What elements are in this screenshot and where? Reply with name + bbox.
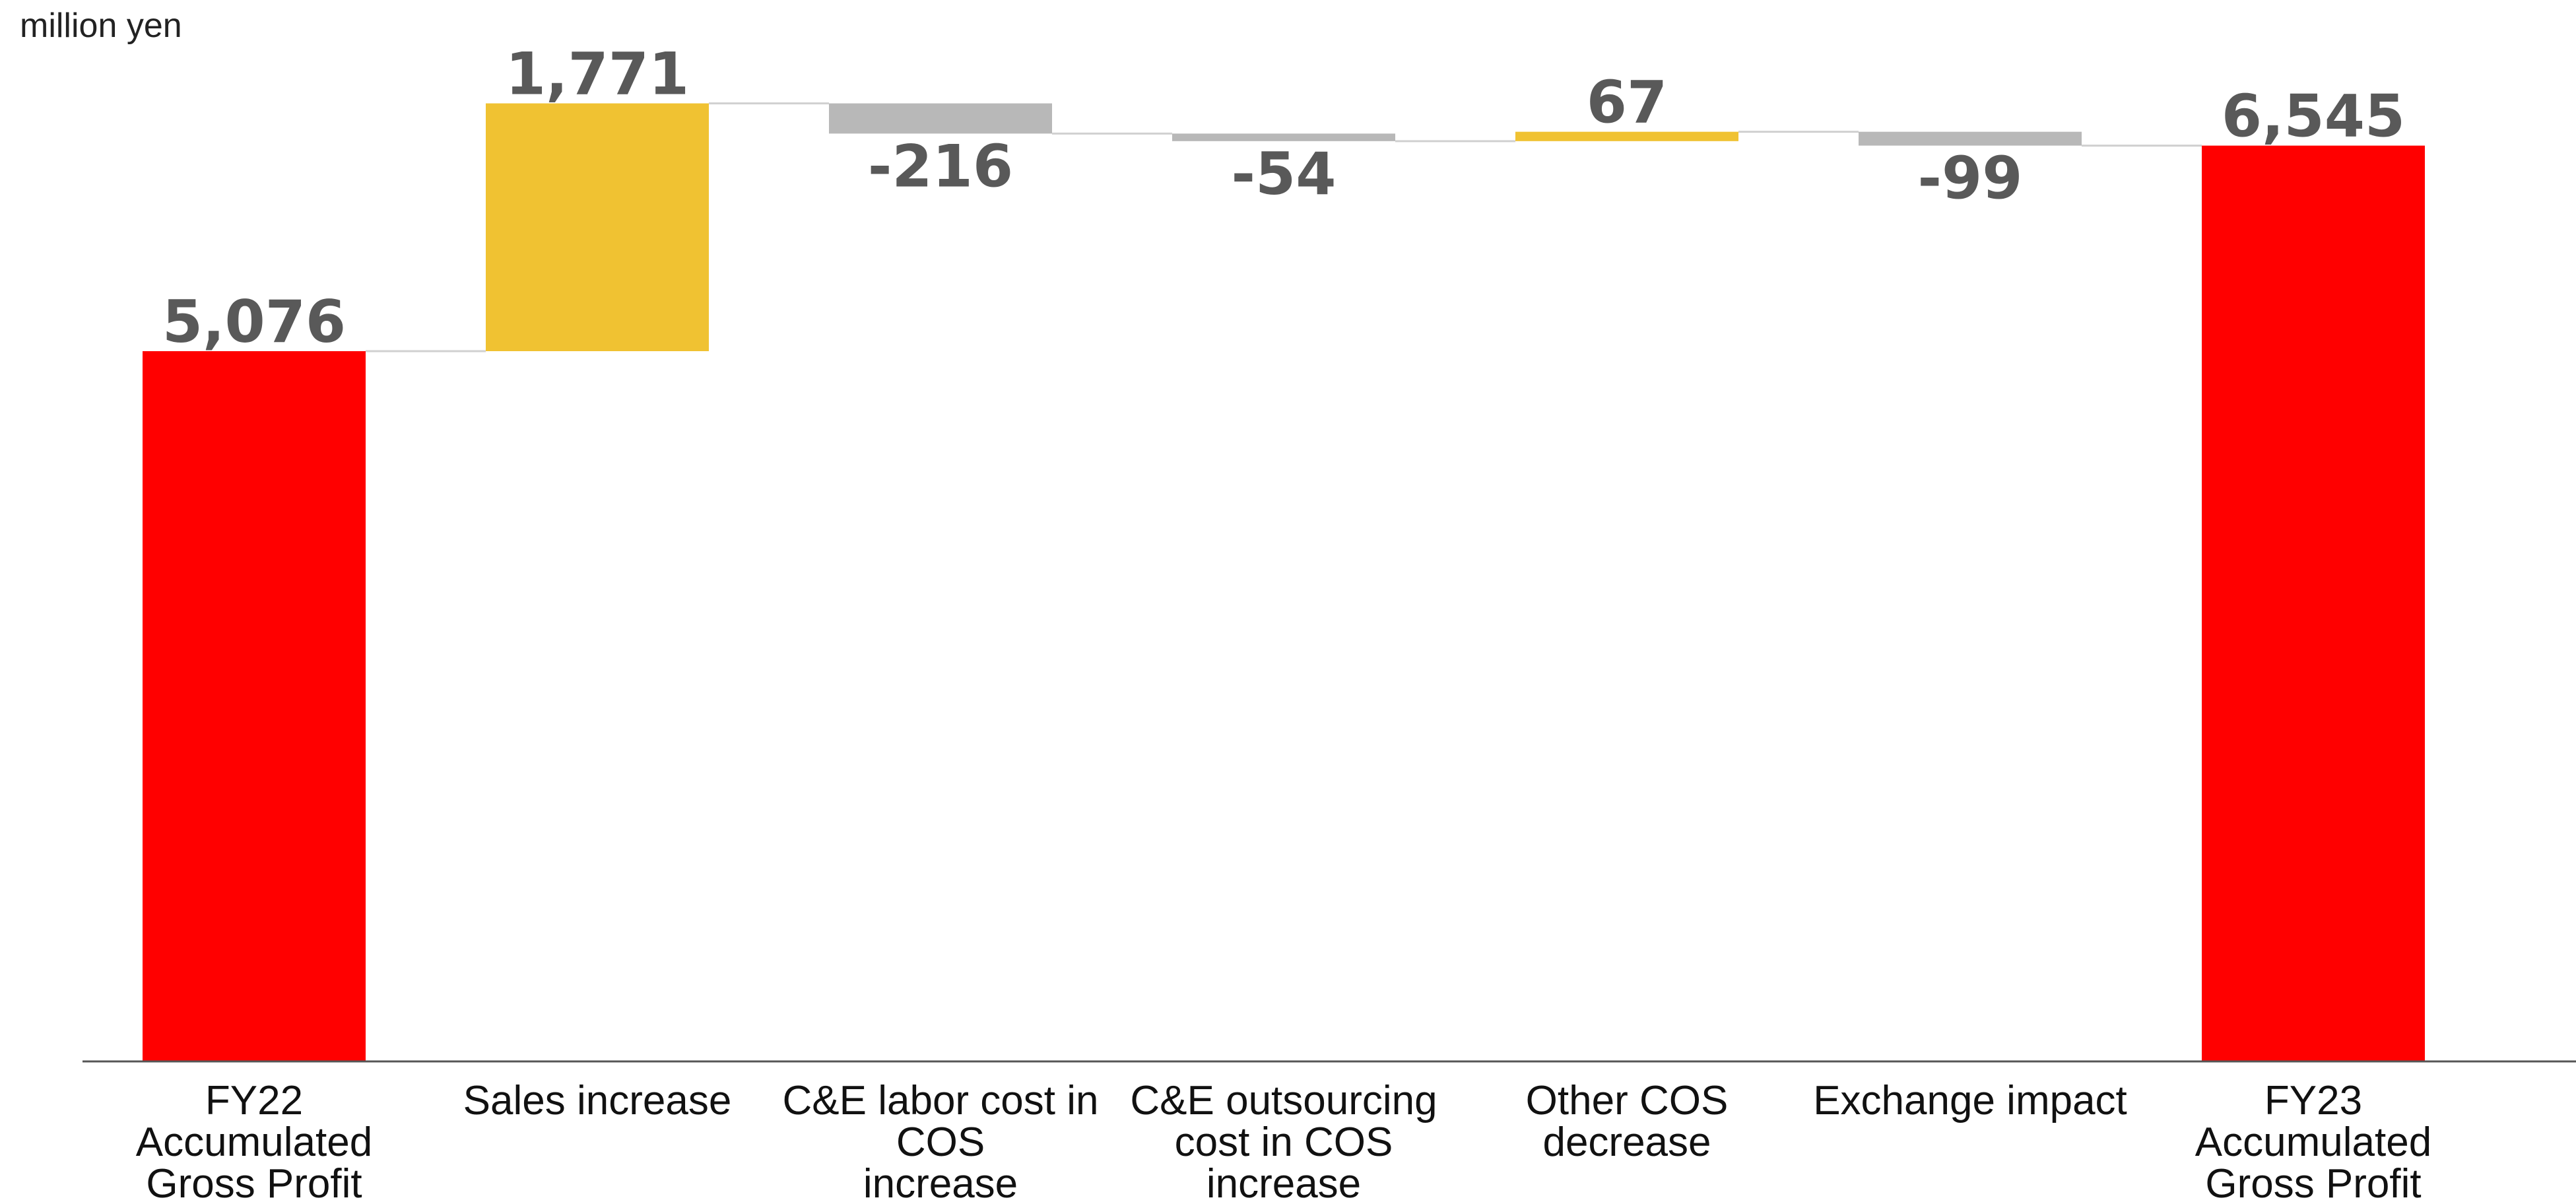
category-label-line: C&E outsourcing — [1130, 1078, 1437, 1123]
category-label-line: COS — [896, 1120, 985, 1165]
category-label-line: Accumulated — [136, 1120, 372, 1165]
category-label-line: Other COS — [1526, 1078, 1729, 1123]
category-label-line: Sales increase — [463, 1078, 732, 1123]
value-label-3: -54 — [1232, 140, 1337, 208]
category-label-line: FY23 — [2264, 1078, 2362, 1123]
category-label-line: Gross Profit — [146, 1161, 362, 1204]
value-label-4: 67 — [1587, 69, 1667, 137]
value-label-6: 6,545 — [2222, 83, 2405, 150]
category-label-line: increase — [1206, 1161, 1361, 1204]
value-label-2: -216 — [868, 132, 1013, 200]
category-label-2: C&E labor cost in COS increase — [783, 1078, 1099, 1204]
value-labels: 5,076 1,771 -216 -54 67 -99 6,545 — [162, 40, 2405, 356]
category-label-line: Gross Profit — [2205, 1161, 2421, 1204]
category-label-1: Sales increase — [463, 1078, 732, 1123]
bar-2 — [829, 103, 1052, 134]
category-label-line: Accumulated — [2195, 1120, 2431, 1165]
category-label-line: C&E labor cost in — [783, 1078, 1099, 1123]
bars — [143, 103, 2425, 1062]
connector-lines — [366, 102, 2202, 352]
value-label-1: 1,771 — [506, 40, 689, 108]
bar-0 — [143, 351, 366, 1061]
value-label-5: -99 — [1918, 145, 2023, 213]
bar-1 — [486, 103, 709, 351]
category-label-line: decrease — [1542, 1120, 1711, 1165]
category-label-4: Other COS decrease — [1526, 1078, 1729, 1165]
category-label-5: Exchange impact — [1813, 1078, 2127, 1123]
value-label-0: 5,076 — [162, 288, 346, 356]
bar-5 — [1859, 131, 2082, 146]
bar-6 — [2202, 145, 2425, 1062]
bar-4 — [1515, 131, 1738, 141]
category-label-line: Exchange impact — [1813, 1078, 2127, 1123]
category-label-line: FY22 — [205, 1078, 303, 1123]
category-label-0: FY22 Accumulated Gross Profit — [136, 1078, 372, 1204]
category-label-3: C&E outsourcing cost in COS increase — [1130, 1078, 1437, 1204]
bar-3 — [1172, 133, 1395, 141]
category-label-line: cost in COS — [1175, 1120, 1393, 1165]
unit-label: million yen — [20, 7, 182, 45]
category-label-6: FY23 Accumulated Gross Profit — [2195, 1078, 2431, 1204]
category-label-line: increase — [863, 1161, 1018, 1204]
